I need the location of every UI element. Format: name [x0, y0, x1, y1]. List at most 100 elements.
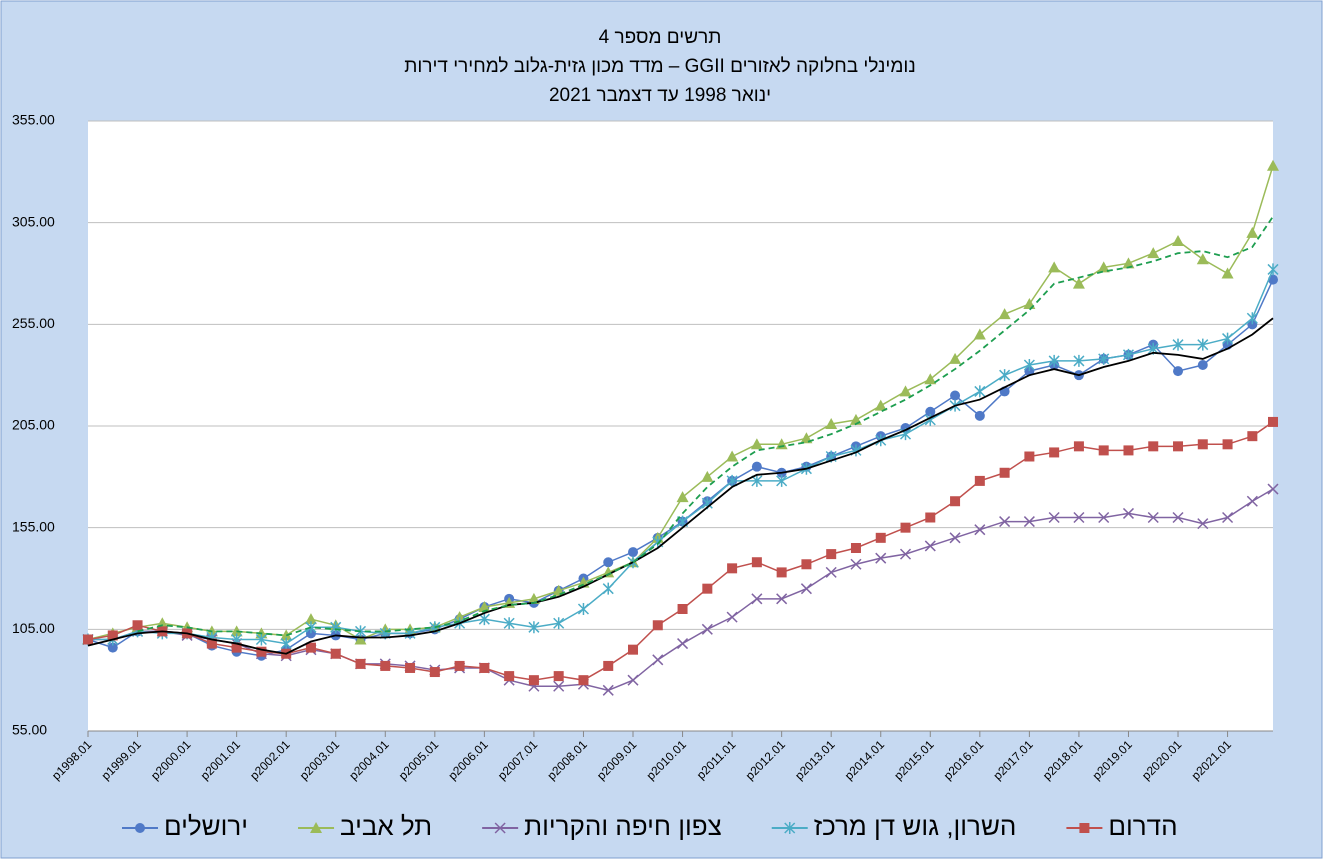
marker	[1172, 234, 1185, 246]
marker	[1197, 439, 1208, 450]
marker	[1148, 441, 1159, 452]
marker	[702, 583, 713, 594]
marker	[503, 617, 515, 630]
marker	[1222, 439, 1233, 450]
marker	[875, 552, 887, 564]
marker	[899, 548, 912, 560]
marker	[107, 630, 118, 641]
marker	[800, 583, 812, 595]
marker	[825, 566, 837, 578]
marker	[999, 467, 1010, 478]
marker	[305, 621, 317, 634]
marker	[974, 524, 986, 536]
marker	[850, 558, 862, 570]
marker	[1222, 511, 1234, 524]
marker	[527, 592, 540, 604]
y-tick-label: 205.00	[12, 417, 55, 433]
marker	[1267, 263, 1279, 276]
marker	[231, 642, 242, 653]
marker	[429, 667, 440, 678]
marker	[751, 474, 763, 487]
marker	[354, 633, 367, 645]
marker	[1197, 518, 1209, 530]
legend-marker	[784, 822, 796, 834]
marker	[1197, 360, 1208, 370]
marker	[701, 470, 714, 482]
marker	[1122, 348, 1135, 361]
marker	[1147, 247, 1160, 259]
marker	[924, 373, 937, 385]
marker	[83, 634, 93, 645]
marker	[355, 658, 366, 669]
marker	[1073, 354, 1085, 367]
marker	[602, 566, 615, 578]
marker	[628, 547, 639, 558]
marker	[776, 567, 787, 578]
marker	[652, 620, 663, 631]
marker	[949, 352, 962, 364]
marker	[1172, 338, 1184, 351]
marker	[1122, 257, 1135, 269]
marker	[1172, 511, 1184, 524]
legend: ירושלים תל אביב צפון חיפה והקריות השרון, גו…	[122, 811, 1178, 841]
legend-label: הדרום	[1108, 811, 1177, 841]
marker	[380, 660, 391, 671]
marker	[1267, 159, 1279, 171]
marker	[950, 496, 961, 507]
marker	[1023, 359, 1035, 371]
marker	[974, 410, 985, 421]
marker	[974, 475, 985, 486]
marker	[1023, 516, 1035, 528]
marker	[652, 654, 664, 666]
marker	[1097, 261, 1110, 273]
marker	[998, 308, 1011, 320]
y-tick-label: 255.00	[12, 315, 55, 331]
marker	[1247, 319, 1258, 330]
marker	[603, 660, 614, 671]
series-line	[137, 216, 1274, 637]
marker	[999, 516, 1011, 528]
marker	[304, 613, 317, 625]
marker	[578, 675, 589, 686]
marker	[1246, 495, 1258, 507]
marker	[478, 613, 490, 626]
marker	[949, 532, 961, 544]
chart-title: תרשים מספר 4	[599, 27, 722, 48]
marker	[1221, 267, 1234, 279]
marker	[1048, 261, 1061, 273]
marker	[973, 328, 986, 340]
chart-subtitle: ינואר 1998 עד דצמבר 2021	[549, 85, 771, 106]
marker	[925, 512, 936, 523]
marker	[677, 604, 688, 614]
marker	[553, 680, 565, 692]
marker	[528, 621, 540, 634]
marker	[628, 644, 639, 655]
legend-marker	[494, 822, 506, 834]
marker	[677, 638, 689, 650]
legend-label: ירושלים	[164, 811, 248, 841]
legend-marker	[1079, 823, 1090, 833]
marker	[627, 674, 639, 686]
marker	[602, 582, 614, 595]
legend-marker	[310, 822, 323, 833]
marker	[478, 600, 491, 612]
marker	[701, 623, 713, 635]
marker	[602, 684, 614, 696]
legend-marker	[135, 823, 145, 833]
y-tick-label: 155.00	[12, 518, 55, 534]
y-tick-label: 55.00	[12, 722, 47, 738]
marker	[255, 633, 267, 646]
marker	[727, 563, 738, 574]
marker	[1147, 511, 1159, 524]
marker	[1098, 445, 1109, 456]
y-tick-label: 305.00	[12, 213, 55, 229]
marker	[1173, 366, 1184, 377]
marker	[1073, 511, 1085, 524]
marker	[776, 474, 788, 487]
legend-label: צפון חיפה והקריות	[524, 811, 722, 841]
marker	[801, 559, 812, 570]
marker	[1024, 451, 1035, 462]
marker	[603, 557, 614, 568]
marker	[1222, 332, 1234, 345]
marker	[1073, 441, 1084, 452]
